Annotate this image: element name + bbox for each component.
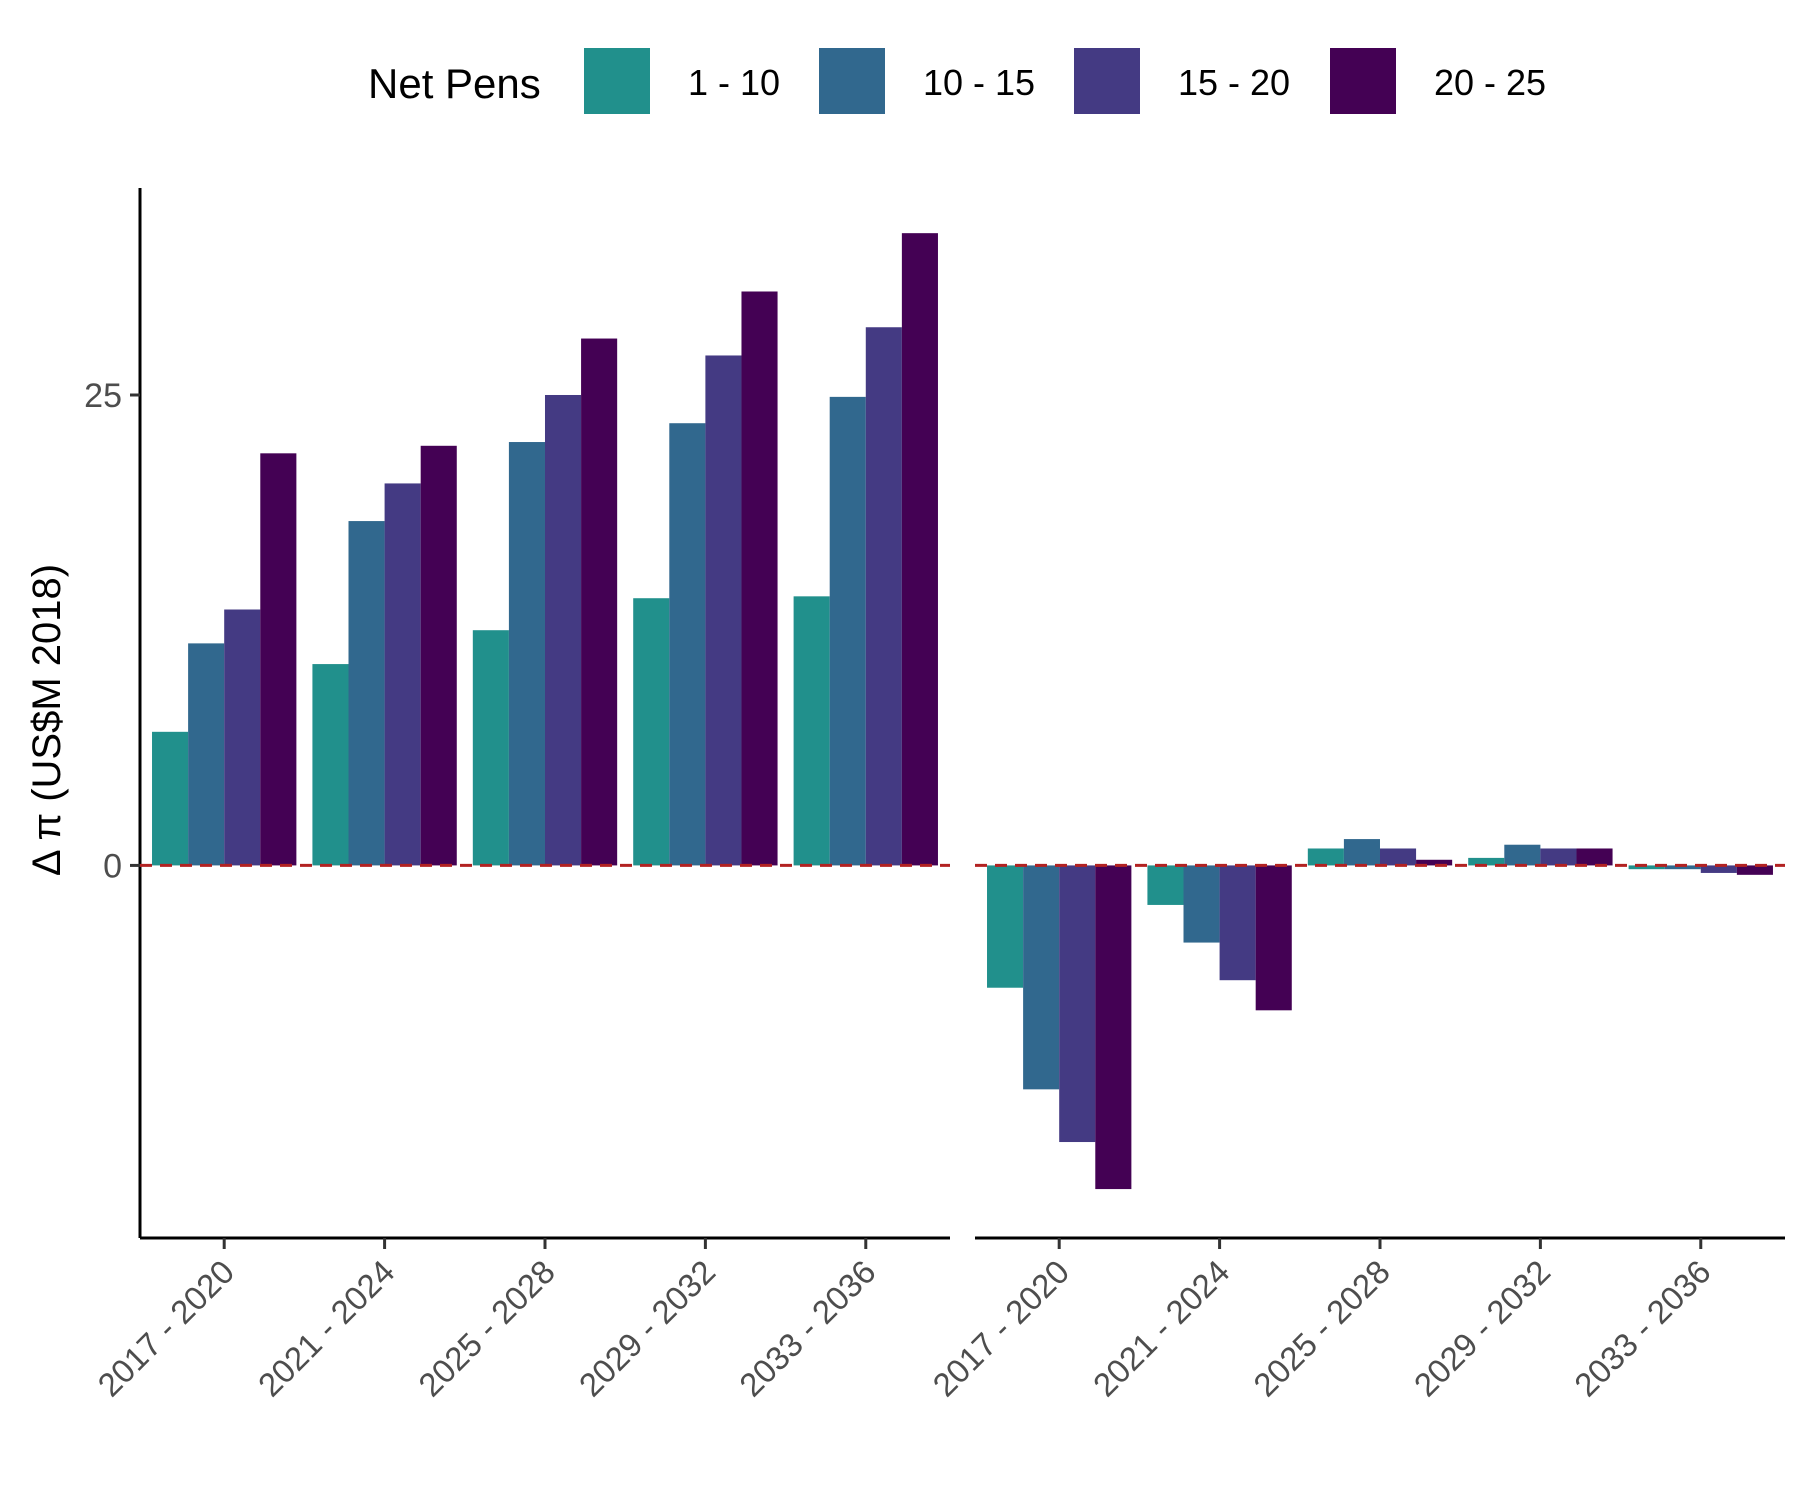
bar	[224, 609, 261, 866]
x-tick-label: 2025 - 2028	[1246, 1253, 1397, 1404]
bar	[1576, 848, 1613, 866]
x-tick-label: 2033 - 2036	[732, 1253, 883, 1404]
bar	[1307, 848, 1344, 866]
bar	[1095, 865, 1132, 1190]
bar	[472, 630, 509, 866]
bar	[420, 445, 457, 866]
bar	[633, 598, 670, 866]
legend-entry-label: 15 - 20	[1178, 62, 1290, 103]
bar	[793, 596, 830, 866]
bar	[705, 355, 742, 866]
legend-entry-label: 1 - 10	[688, 62, 780, 103]
bar	[1736, 865, 1773, 875]
legend-swatch	[1074, 48, 1140, 114]
x-tick-label: 2017 - 2020	[925, 1253, 1076, 1404]
legend-title: Net Pens	[368, 60, 541, 107]
bar	[508, 442, 545, 866]
bar	[1664, 865, 1701, 870]
x-tick-label: 2033 - 2036	[1567, 1253, 1718, 1404]
bar	[1255, 865, 1292, 1011]
bar	[152, 731, 189, 866]
bar	[1023, 865, 1060, 1090]
bar	[987, 865, 1024, 988]
bar	[1059, 865, 1096, 1143]
y-tick-label: 0	[103, 847, 122, 885]
bar	[1416, 859, 1453, 866]
x-tick-label: 2017 - 2020	[90, 1253, 241, 1404]
x-tick-label: 2029 - 2032	[1407, 1253, 1558, 1404]
bar	[901, 233, 938, 866]
bar	[1183, 865, 1220, 943]
bars	[152, 233, 1773, 1190]
legend-swatch	[1330, 48, 1396, 114]
bar	[1468, 857, 1505, 866]
legend-swatch	[819, 48, 885, 114]
legend-entry-label: 20 - 25	[1434, 62, 1546, 103]
bar	[544, 394, 582, 866]
x-tick-label: 2021 - 2024	[1086, 1253, 1237, 1404]
x-tick-label: 2021 - 2024	[251, 1253, 402, 1404]
bar	[188, 643, 225, 866]
bar	[1147, 865, 1184, 905]
bar	[581, 338, 618, 866]
bar	[1343, 839, 1380, 866]
legend: Net Pens 1 - 10 10 - 15 15 - 20 20 - 25	[368, 48, 1546, 114]
legend-swatch	[584, 48, 650, 114]
bar	[741, 291, 778, 866]
bar	[384, 483, 421, 866]
bar	[260, 453, 297, 866]
bar	[865, 327, 902, 866]
bar	[1379, 848, 1417, 866]
bar	[312, 664, 349, 866]
legend-entry-label: 10 - 15	[923, 62, 1035, 103]
bar	[1540, 848, 1577, 866]
y-axis-label: Δ π (US$M 2018)	[25, 564, 69, 876]
x-tick-label: 2029 - 2032	[572, 1253, 723, 1404]
bar	[829, 396, 866, 866]
bar	[1219, 865, 1256, 981]
y-tick-label: 25	[84, 377, 122, 415]
x-tick-label: 2025 - 2028	[411, 1253, 562, 1404]
bar	[348, 521, 385, 866]
bar	[1504, 844, 1541, 866]
bar	[669, 423, 706, 866]
bar	[1700, 865, 1737, 873]
bar	[1628, 865, 1665, 870]
